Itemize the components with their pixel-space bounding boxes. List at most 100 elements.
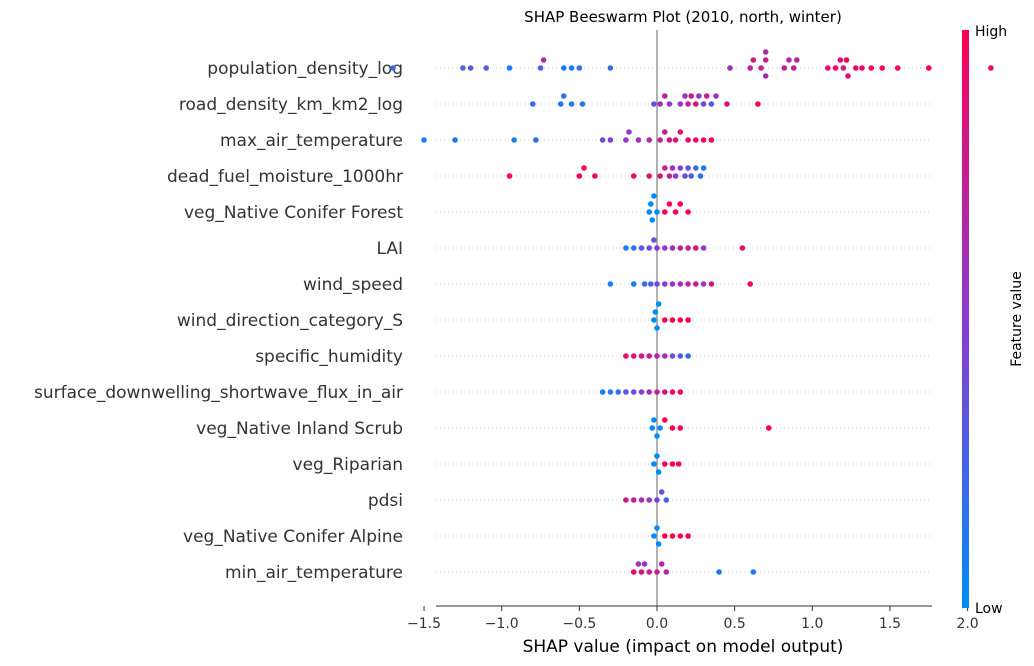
shap-point — [672, 137, 679, 143]
feature-label: dead_fuel_moisture_1000hr — [167, 167, 403, 187]
x-tick-label: −1.5 — [407, 616, 441, 632]
shap-point — [677, 389, 684, 395]
shap-point — [755, 101, 761, 107]
shap-point — [662, 417, 668, 423]
shap-point — [654, 433, 660, 439]
shap-point — [630, 173, 637, 179]
feature-label: LAI — [376, 239, 403, 259]
shap-point — [638, 353, 645, 359]
shap-point — [677, 245, 684, 251]
x-axis-title: SHAP value (impact on model output) — [523, 637, 844, 657]
shap-point — [648, 201, 654, 207]
shap-point — [615, 389, 621, 395]
shap-point — [651, 101, 657, 107]
shap-point — [666, 137, 673, 143]
shap-point — [762, 57, 769, 63]
shap-point — [646, 137, 652, 143]
shap-point — [638, 245, 645, 251]
shap-point — [635, 561, 642, 567]
shap-point — [790, 65, 797, 71]
shap-point — [533, 137, 539, 143]
shap-point — [623, 137, 629, 143]
shap-point — [669, 389, 676, 395]
shap-point — [739, 245, 746, 251]
shap-point — [688, 93, 694, 99]
feature-label: surface_downwelling_shortwave_flux_in_ai… — [34, 383, 403, 403]
shap-point — [654, 569, 660, 575]
shap-point — [675, 461, 682, 467]
shap-point — [685, 101, 691, 107]
shap-point — [713, 93, 719, 99]
shap-point — [460, 65, 466, 71]
shap-point — [682, 173, 688, 179]
shap-point — [685, 281, 691, 287]
shap-point — [649, 217, 656, 223]
shap-point — [724, 101, 730, 107]
shap-point — [662, 281, 668, 287]
shap-point — [654, 209, 660, 215]
shap-point — [727, 65, 733, 71]
shap-point — [623, 353, 629, 359]
shap-point — [700, 137, 707, 143]
shap-point — [669, 245, 676, 251]
shap-point — [623, 497, 629, 503]
shap-point — [666, 201, 673, 207]
shap-point — [682, 93, 688, 99]
shap-point — [786, 57, 792, 63]
shap-point — [561, 65, 567, 71]
shap-point — [592, 173, 598, 179]
shap-point — [669, 317, 676, 323]
shap-point — [662, 245, 668, 251]
shap-point — [646, 245, 652, 251]
shap-point — [630, 389, 637, 395]
x-tick-label: 0.5 — [724, 616, 746, 632]
x-tick-label: 2.0 — [956, 616, 978, 632]
feature-label: population_density_log — [207, 59, 403, 79]
shap-point — [708, 101, 715, 107]
shap-point — [506, 173, 513, 179]
shap-point — [693, 245, 699, 251]
shap-point — [576, 65, 583, 71]
feature-label: specific_humidity — [255, 347, 403, 367]
shap-point — [641, 281, 648, 287]
shap-point — [561, 93, 567, 99]
shap-point — [859, 65, 865, 71]
shap-point — [853, 65, 859, 71]
shap-point — [662, 317, 668, 323]
shap-point — [483, 65, 490, 71]
shap-point — [662, 389, 668, 395]
shap-point — [677, 101, 684, 107]
shap-point — [654, 281, 660, 287]
feature-label: min_air_temperature — [225, 563, 403, 583]
shap-point — [651, 533, 657, 539]
shap-point — [677, 129, 684, 135]
shap-point — [693, 165, 699, 171]
shap-point — [843, 57, 850, 63]
shap-point — [766, 425, 772, 431]
shap-point — [708, 137, 715, 143]
shap-point — [654, 245, 660, 251]
shap-point — [557, 101, 564, 107]
shap-point — [666, 101, 673, 107]
shap-point — [651, 193, 657, 199]
shap-point — [672, 173, 679, 179]
shap-point — [663, 569, 670, 575]
shap-point — [630, 497, 637, 503]
x-tick-label: 1.5 — [879, 616, 901, 632]
shap-point — [762, 73, 769, 79]
shap-point — [635, 137, 642, 143]
shap-point — [576, 173, 583, 179]
shap-point — [677, 165, 684, 171]
shap-point — [646, 173, 652, 179]
shap-point — [840, 65, 847, 71]
shap-point — [669, 281, 676, 287]
shap-point — [607, 389, 614, 395]
shap-point — [825, 65, 831, 71]
shap-point — [654, 453, 660, 459]
shap-point — [652, 309, 659, 315]
feature-label: wind_direction_category_S — [177, 311, 403, 331]
shap-point — [697, 173, 704, 179]
shap-point — [599, 389, 606, 395]
feature-label: pdsi — [368, 491, 403, 511]
